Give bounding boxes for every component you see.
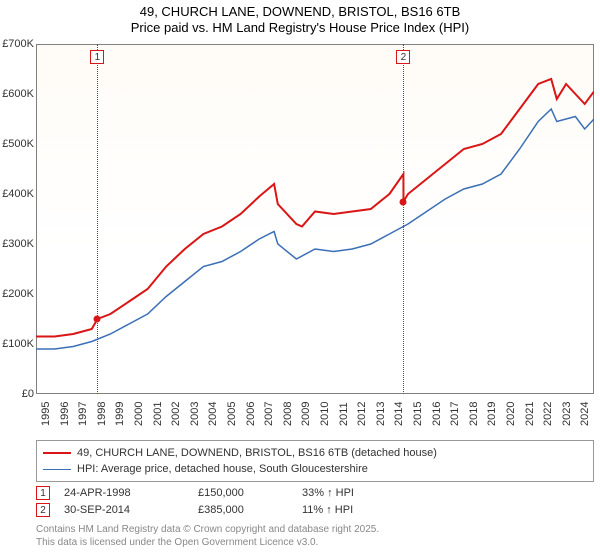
legend-row: HPI: Average price, detached house, Sout… <box>43 461 587 477</box>
sale-marker-box: 1 <box>90 50 104 64</box>
x-tick-label: 2021 <box>524 402 536 426</box>
sale-point-icon <box>94 316 101 323</box>
sale-price: £385,000 <box>198 504 288 516</box>
sale-price: £150,000 <box>198 487 288 499</box>
title-block: 49, CHURCH LANE, DOWNEND, BRISTOL, BS16 … <box>0 0 600 37</box>
footer-line: This data is licensed under the Open Gov… <box>36 537 594 550</box>
x-tick-label: 2010 <box>319 402 331 426</box>
x-tick-label: 2011 <box>338 402 350 426</box>
y-tick-label: £600K <box>0 88 34 100</box>
x-tick-label: 2024 <box>579 402 591 426</box>
x-tick-label: 2006 <box>245 402 257 426</box>
sale-hpi-delta: 11% ↑ HPI <box>302 504 422 516</box>
y-tick-label: £300K <box>0 238 34 250</box>
x-tick-label: 2018 <box>468 402 480 426</box>
x-tick-label: 2013 <box>375 402 387 426</box>
sale-date: 30-SEP-2014 <box>64 504 184 516</box>
x-tick-label: 2014 <box>393 402 405 426</box>
y-tick-label: £400K <box>0 188 34 200</box>
x-tick-label: 2019 <box>486 402 498 426</box>
legend-label: 49, CHURCH LANE, DOWNEND, BRISTOL, BS16 … <box>77 447 437 459</box>
sale-marker-box: 1 <box>36 486 50 500</box>
chart-container: 49, CHURCH LANE, DOWNEND, BRISTOL, BS16 … <box>0 0 600 560</box>
price-paid-line <box>36 79 594 337</box>
legend-label: HPI: Average price, detached house, Sout… <box>77 463 368 475</box>
y-tick-label: £700K <box>0 38 34 50</box>
x-tick-label: 2008 <box>282 402 294 426</box>
legend-swatch-price <box>43 452 71 454</box>
x-tick-label: 2023 <box>561 402 573 426</box>
x-tick-label: 2002 <box>170 402 182 426</box>
title-subtitle: Price paid vs. HM Land Registry's House … <box>0 20 600 36</box>
sales-table: 1 24-APR-1998 £150,000 33% ↑ HPI 2 30-SE… <box>36 484 594 518</box>
y-tick-label: £100K <box>0 338 34 350</box>
x-tick-label: 2015 <box>412 402 424 426</box>
y-tick-label: £200K <box>0 288 34 300</box>
sale-date: 24-APR-1998 <box>64 487 184 499</box>
x-tick-label: 1998 <box>96 402 108 426</box>
footer-line: Contains HM Land Registry data © Crown c… <box>36 524 594 537</box>
x-tick-label: 2009 <box>300 402 312 426</box>
x-tick-label: 2012 <box>356 402 368 426</box>
sale-marker-line <box>403 44 404 394</box>
hpi-line <box>36 109 594 349</box>
y-tick-label: £500K <box>0 138 34 150</box>
sale-marker-box: 2 <box>396 50 410 64</box>
x-tick-label: 1997 <box>77 402 89 426</box>
x-tick-label: 2020 <box>505 402 517 426</box>
x-tick-label: 2000 <box>133 402 145 426</box>
x-tick-label: 2001 <box>152 402 164 426</box>
x-tick-label: 2003 <box>189 402 201 426</box>
x-tick-label: 2017 <box>449 402 461 426</box>
sale-point-icon <box>400 198 407 205</box>
title-address: 49, CHURCH LANE, DOWNEND, BRISTOL, BS16 … <box>0 4 600 20</box>
x-tick-label: 2007 <box>263 402 275 426</box>
legend-swatch-hpi <box>43 469 71 470</box>
sale-marker-line <box>97 44 98 394</box>
sale-marker-box: 2 <box>36 503 50 517</box>
legend: 49, CHURCH LANE, DOWNEND, BRISTOL, BS16 … <box>36 440 594 482</box>
y-tick-label: £0 <box>0 388 34 400</box>
x-tick-label: 1999 <box>114 402 126 426</box>
x-tick-label: 2016 <box>431 402 443 426</box>
legend-row: 49, CHURCH LANE, DOWNEND, BRISTOL, BS16 … <box>43 445 587 461</box>
attribution-footer: Contains HM Land Registry data © Crown c… <box>36 524 594 549</box>
sale-row: 2 30-SEP-2014 £385,000 11% ↑ HPI <box>36 501 594 518</box>
x-tick-label: 2022 <box>542 402 554 426</box>
sale-row: 1 24-APR-1998 £150,000 33% ↑ HPI <box>36 484 594 501</box>
x-tick-label: 1995 <box>40 402 52 426</box>
x-tick-label: 1996 <box>59 402 71 426</box>
x-tick-label: 2005 <box>226 402 238 426</box>
chart-lines <box>36 44 594 394</box>
sale-hpi-delta: 33% ↑ HPI <box>302 487 422 499</box>
x-tick-label: 2004 <box>207 402 219 426</box>
